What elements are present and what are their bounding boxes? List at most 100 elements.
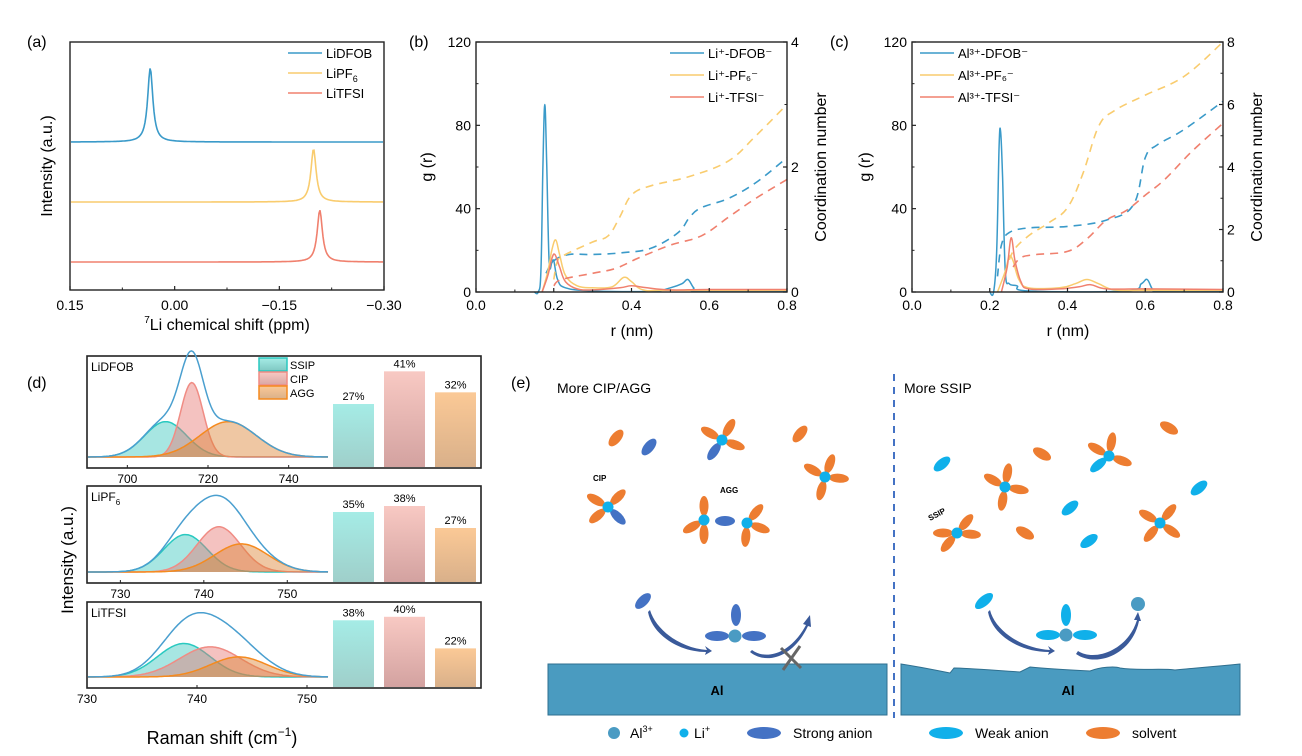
legend-label: Al3+ (630, 724, 653, 741)
solvent-icon (940, 535, 956, 552)
strong-anion-icon (715, 516, 735, 526)
schematic-legend: Al3+ Li+ Strong anion Weak anion solvent (608, 724, 1176, 741)
solvent-icon (682, 520, 701, 534)
legend-label-text: LiTFSI (326, 86, 364, 101)
panel-a-x-axis-label: 7Li chemical shift (ppm) (144, 315, 310, 334)
legend-li-ion-icon (679, 728, 689, 738)
solvent-icon (741, 526, 751, 547)
component-area-cip (88, 382, 329, 457)
component-area-cip (88, 526, 329, 572)
legend-label-text: LiDFOB (326, 46, 372, 61)
legend-label: solvent (1132, 725, 1176, 741)
fraction-bar-ssip (333, 620, 374, 687)
weak-anion-icon (1080, 533, 1098, 549)
fraction-bar-agg (435, 528, 476, 582)
subplot-label: LiPF6 (91, 490, 121, 507)
weak-anion-icon (974, 592, 994, 610)
subplot-label: LiTFSI (91, 606, 126, 620)
panel-a-label: (a) (27, 34, 47, 51)
strong-anion-icon (707, 442, 721, 461)
solvent-icon (1112, 455, 1132, 467)
component-area-ssip (88, 421, 329, 457)
fraction-bar-agg (435, 648, 476, 687)
panel-a-x-ticks: 0.15 0.00 −0.15 −0.30 (56, 286, 402, 313)
x-tick-label: 750 (277, 587, 297, 601)
fraction-bar-label: 32% (444, 379, 466, 391)
subplot-label: LiDFOB (91, 360, 134, 374)
y2-tick-label: 0 (1227, 284, 1235, 300)
right-title: More SSIP (904, 380, 972, 396)
envelope-line (88, 350, 328, 458)
legend-label-text: LiPF (326, 66, 353, 81)
panel-b-y2-axis-label: Coordination number (813, 92, 830, 242)
al-electrode-right-label: Al (1062, 683, 1075, 698)
legend-label: Al³⁺-PF₆⁻ (958, 68, 1014, 83)
weak-anion-icon (1061, 604, 1071, 626)
fraction-bar-label: 27% (342, 391, 364, 403)
strong-anion-icon (742, 631, 766, 641)
x-tick-label: 0.2 (544, 297, 564, 313)
panel-c-x-axis-label: r (nm) (1047, 323, 1090, 340)
y2-tick-label: 8 (1227, 34, 1235, 50)
fraction-bar-label: 40% (393, 604, 415, 616)
panel-a-legend: LiDFOB LiPF6 LiTFSI (288, 46, 372, 101)
legend-label-text: Weak anion (975, 725, 1049, 741)
x-tick-label: 740 (279, 472, 299, 486)
x-tick-label: 0.2 (980, 297, 1000, 313)
legend-weak-anion-icon (929, 727, 963, 739)
panel-c-plot-area (989, 41, 1224, 297)
legend-swatch-cip (258, 371, 288, 386)
rdf-line (1000, 237, 1224, 293)
li-ion-icon (741, 517, 753, 529)
component-line-cip (88, 646, 328, 678)
solvent-icon (1002, 463, 1013, 484)
weak-anion-icon (1190, 480, 1208, 496)
y2-tick-label: 2 (1227, 222, 1235, 238)
fraction-bar-label: 27% (444, 515, 466, 527)
panel-d-label: (d) (27, 375, 47, 392)
weak-anion-icon (1036, 630, 1060, 640)
rdf-line (541, 239, 788, 293)
legend-label-text: solvent (1132, 725, 1176, 741)
x-tick-label: 0.8 (777, 297, 797, 313)
spectrum-line-lipf (71, 149, 383, 203)
envelope-line (88, 611, 328, 678)
curved-arrow-in-icon (988, 610, 1055, 655)
solvent-icon (1015, 526, 1035, 540)
legend-solvent-icon (1086, 727, 1120, 739)
y2-tick-label: 0 (791, 284, 799, 300)
x-tick-label: 740 (194, 587, 214, 601)
panel-c-legend: Al³⁺-DFOB⁻ Al³⁺-PF₆⁻ Al³⁺-TFSI⁻ (920, 46, 1028, 105)
panel-a: (a) 0.15 0.00 −0.15 −0.30 Intensity (a.u.) … (27, 34, 402, 334)
solvent-icon (700, 426, 719, 440)
panel-d-x-axis-sup: −1 (278, 725, 292, 739)
solvent-icon (792, 425, 808, 443)
solvent-icon (958, 514, 974, 531)
component-area-ssip (88, 534, 329, 572)
panel-d-legend: SSIP CIP AGG (258, 357, 315, 400)
panel-d-y-axis-label: Intensity (a.u.) (58, 506, 77, 614)
li-ion-icon (999, 481, 1011, 493)
solvent-icon (586, 493, 605, 507)
curved-arrow-out-icon (750, 615, 811, 659)
y-tick-label: 80 (891, 117, 907, 133)
y-tick-label: 40 (455, 201, 471, 217)
fraction-bar-cip (384, 371, 425, 467)
strong-anion-icon (641, 438, 657, 456)
curved-arrow-in-icon (648, 610, 712, 655)
x-tick-label: 0.6 (700, 297, 720, 313)
solvent-icon (1161, 504, 1177, 521)
y2-tick-label: 6 (1227, 97, 1235, 113)
solvent-icon (750, 522, 770, 534)
solvent-icon (1159, 421, 1179, 435)
solvent-icon (748, 504, 764, 521)
y-tick-label: 0 (899, 284, 907, 300)
solvent-icon (699, 496, 709, 516)
panel-d: (d) LiDFOB 700 720 740 27% 41% 32% LiPF6 730 740 7… (27, 350, 482, 748)
coordination-number-line (1004, 41, 1224, 274)
spectrum-line-litfsi (71, 209, 383, 263)
panel-d-x-axis-label: Raman shift (cm−1) (147, 725, 298, 748)
